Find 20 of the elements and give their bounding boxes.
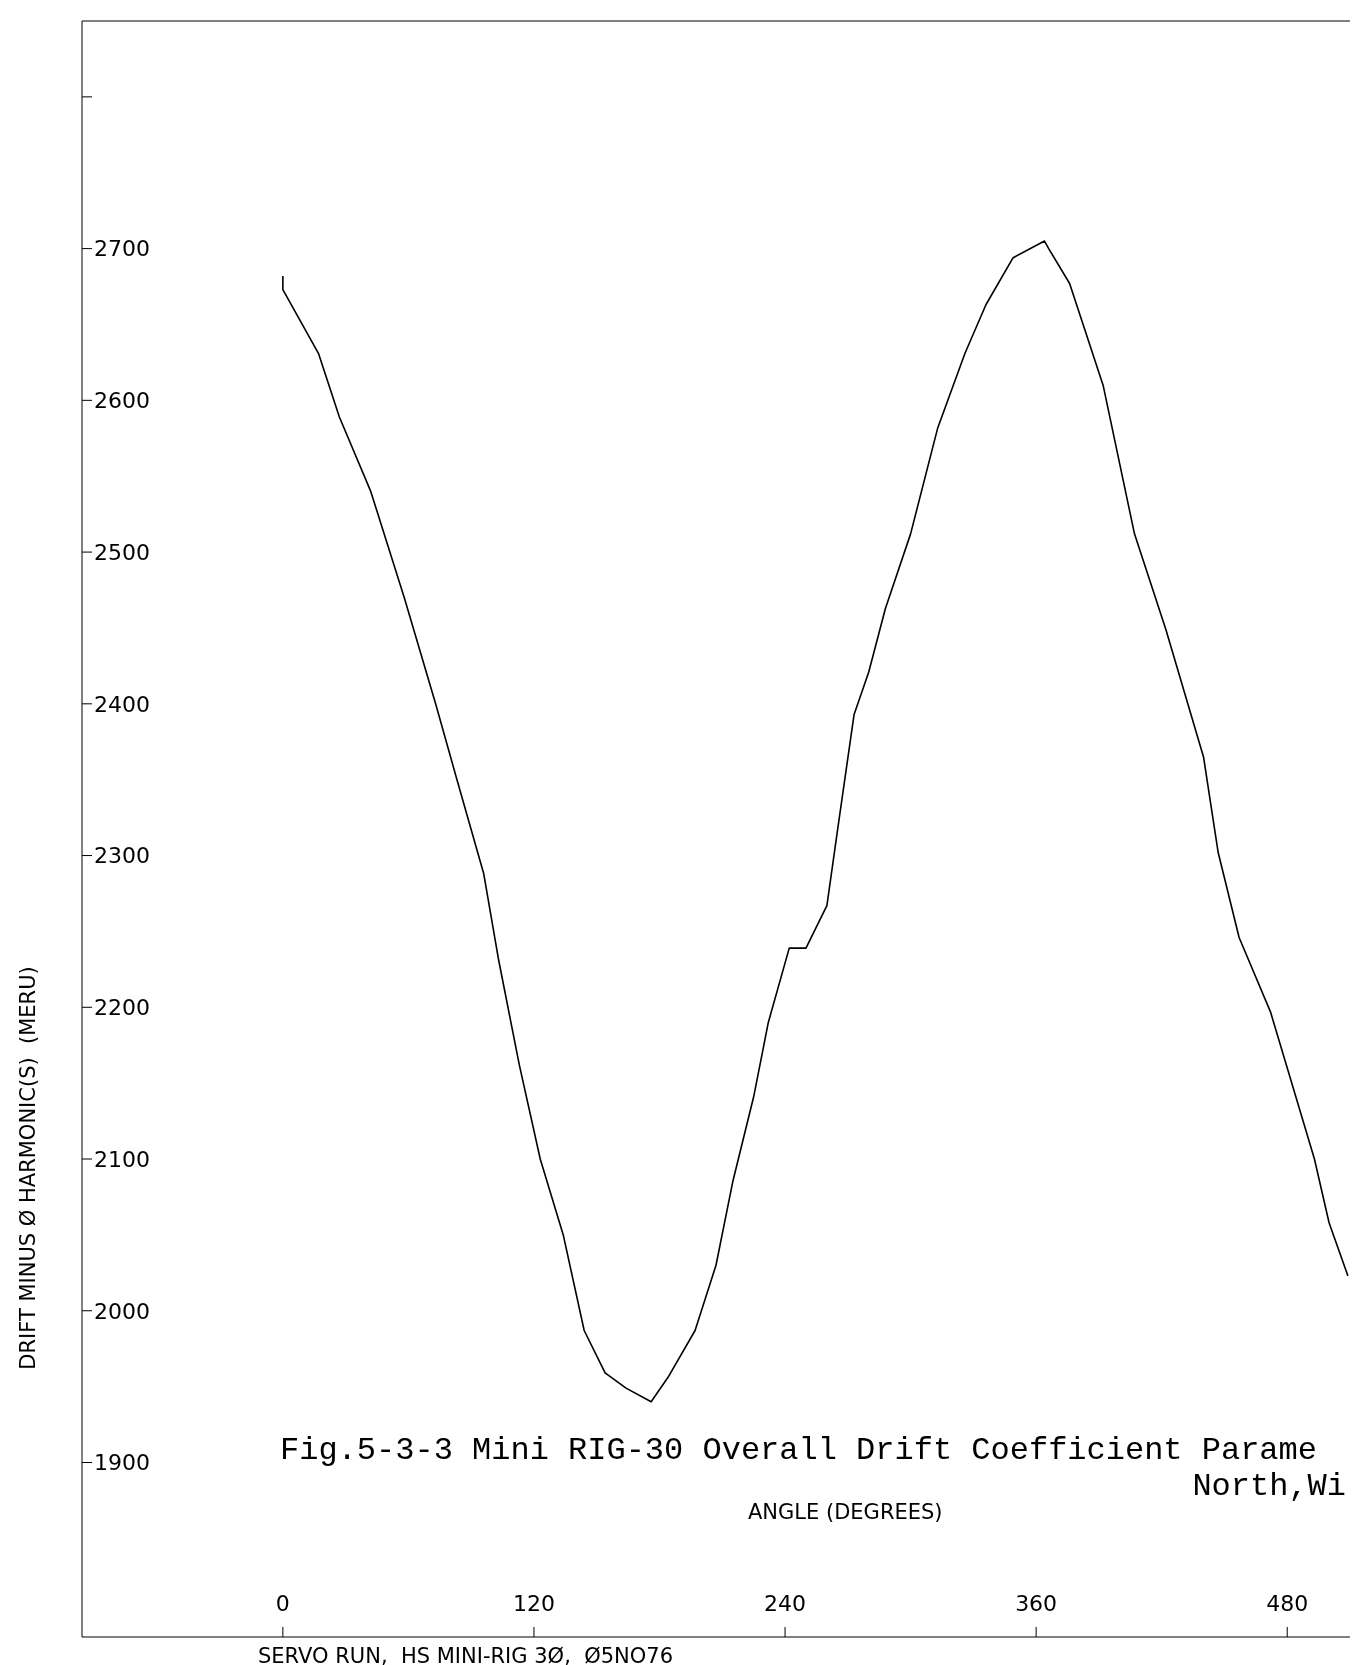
y-tick-label: 2100 xyxy=(94,1146,150,1172)
x-tick-label: 240 xyxy=(764,1591,807,1616)
y-tick-label: 2500 xyxy=(94,539,150,565)
x-tick-label: 480 xyxy=(1266,1591,1309,1616)
x-tick-label: 120 xyxy=(512,1591,555,1616)
y-tick-label: 2400 xyxy=(94,691,150,717)
x-axis-title: ANGLE (DEGREES) xyxy=(748,1500,943,1524)
annotation: North,Wi xyxy=(1192,1468,1346,1505)
annotation: Fig.5-3-3 Mini RIG-30 Overall Drift Coefficient Parame xyxy=(280,1432,1317,1469)
x-tick-label: 360 xyxy=(1015,1591,1058,1616)
line-series xyxy=(282,240,1349,1403)
text: SERVO RUN, HS MINI-RIG 3Ø, Ø5NO76 xyxy=(258,1644,674,1665)
y-tick-label: 2600 xyxy=(94,388,150,414)
y-tick-label: 1900 xyxy=(94,1450,150,1476)
y-axis-title: DRIFT MINUS Ø HARMONIC(S) (MERU) xyxy=(16,966,40,1370)
y-tick-label: 2700 xyxy=(94,236,150,262)
y-tick-label: 2300 xyxy=(94,843,150,869)
y-tick-label: 2000 xyxy=(94,1298,150,1324)
y-tick-label: 2200 xyxy=(94,995,150,1021)
x-tick-label: 0 xyxy=(275,1591,290,1616)
